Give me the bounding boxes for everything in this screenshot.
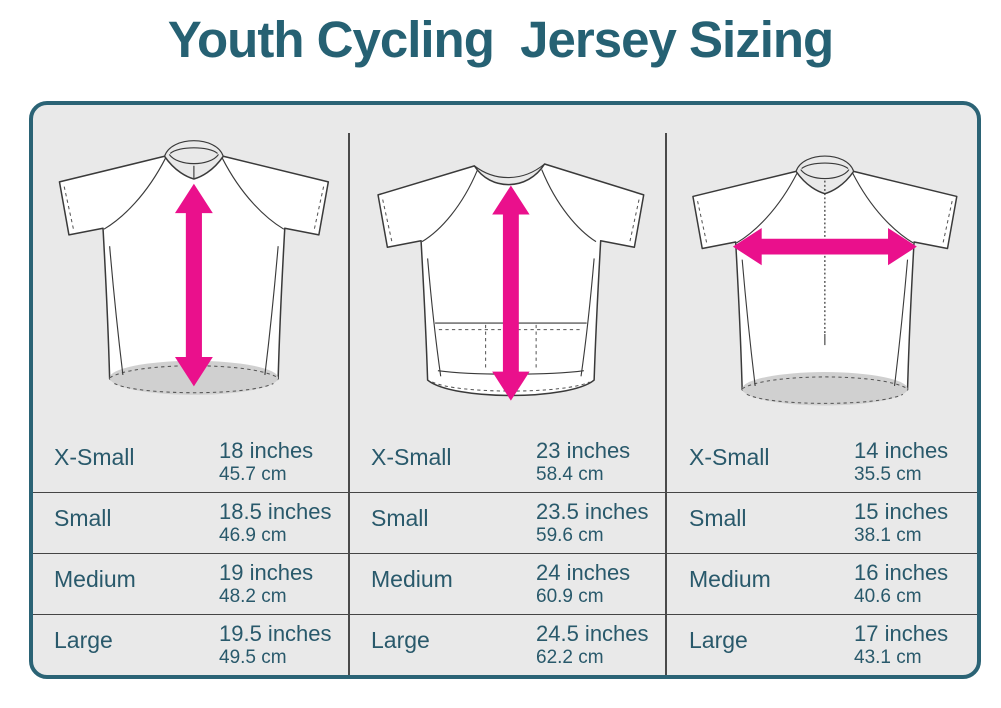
sizing-panel: X-Small 18 inches 45.7 cm Small 18.5 inc… xyxy=(29,101,981,679)
inches-value: 14 inches xyxy=(854,438,949,463)
jersey-front-zipper-illustration xyxy=(691,155,958,406)
table-row: Medium 19 inches 48.2 cm xyxy=(33,553,350,614)
inches-value: 23 inches xyxy=(536,438,631,463)
cm-value: 40.6 cm xyxy=(854,585,922,607)
cm-value: 35.5 cm xyxy=(854,463,922,485)
inches-value: 23.5 inches xyxy=(536,499,649,524)
chest-width-arrow-icon xyxy=(732,228,917,266)
page-title: Youth Cycling Jersey Sizing xyxy=(167,11,834,68)
cm-value: 58.4 cm xyxy=(536,463,604,485)
table-row: X-Small 23 inches 58.4 cm xyxy=(350,432,668,492)
size-label: X-Small xyxy=(371,444,452,470)
table-row: Large 17 inches 43.1 cm xyxy=(668,614,977,675)
table-row: Small 18.5 inches 46.9 cm xyxy=(33,492,350,553)
jersey-back-diagram xyxy=(350,105,668,432)
inches-value: 18.5 inches xyxy=(219,499,332,524)
table-row: Large 24.5 inches 62.2 cm xyxy=(350,614,668,675)
back-length-arrow-icon xyxy=(492,185,530,401)
size-table-back-length: X-Small 23 inches 58.4 cm Small 23.5 inc… xyxy=(350,432,668,675)
cm-value: 38.1 cm xyxy=(854,524,922,546)
jersey-back-illustration xyxy=(377,163,645,401)
size-label: Large xyxy=(371,627,430,653)
size-label: Medium xyxy=(371,566,453,592)
inches-value: 18 inches xyxy=(219,438,314,463)
jersey-inside-oval xyxy=(741,372,908,406)
jersey-front-diagram xyxy=(33,105,350,432)
cm-value: 48.2 cm xyxy=(219,585,287,607)
size-label: X-Small xyxy=(689,444,770,470)
cm-value: 46.9 cm xyxy=(219,524,287,546)
column-divider xyxy=(665,133,667,675)
size-table-front-length: X-Small 18 inches 45.7 cm Small 18.5 inc… xyxy=(33,432,350,675)
table-row: Medium 24 inches 60.9 cm xyxy=(350,553,668,614)
panel-front-length: X-Small 18 inches 45.7 cm Small 18.5 inc… xyxy=(33,105,350,675)
size-label: X-Small xyxy=(54,444,135,470)
size-label: Small xyxy=(371,505,429,531)
panel-back-length: X-Small 23 inches 58.4 cm Small 23.5 inc… xyxy=(350,105,668,675)
size-label: Large xyxy=(689,627,748,653)
inches-value: 15 inches xyxy=(854,499,949,524)
size-label: Small xyxy=(689,505,747,531)
front-length-arrow-icon xyxy=(174,183,213,387)
size-label: Medium xyxy=(689,566,771,592)
cm-value: 49.5 cm xyxy=(219,646,287,668)
cm-value: 62.2 cm xyxy=(536,646,604,668)
inches-value: 24.5 inches xyxy=(536,621,649,646)
size-label: Large xyxy=(54,627,113,653)
jersey-front-illustration xyxy=(58,140,329,395)
jersey-chest-diagram xyxy=(668,105,977,432)
cm-value: 60.9 cm xyxy=(536,585,604,607)
inches-value: 24 inches xyxy=(536,560,631,585)
cm-value: 59.6 cm xyxy=(536,524,604,546)
size-label: Medium xyxy=(54,566,136,592)
panel-chest-width: X-Small 14 inches 35.5 cm Small 15 inche… xyxy=(668,105,977,675)
inches-value: 17 inches xyxy=(854,621,949,646)
cm-value: 43.1 cm xyxy=(854,646,922,668)
size-label: Small xyxy=(54,505,112,531)
cm-value: 45.7 cm xyxy=(219,463,287,485)
inches-value: 19.5 inches xyxy=(219,621,332,646)
table-row: X-Small 18 inches 45.7 cm xyxy=(33,432,350,492)
table-row: Medium 16 inches 40.6 cm xyxy=(668,553,977,614)
size-table-chest-width: X-Small 14 inches 35.5 cm Small 15 inche… xyxy=(668,432,977,675)
inches-value: 19 inches xyxy=(219,560,314,585)
column-divider xyxy=(348,133,350,675)
inches-value: 16 inches xyxy=(854,560,949,585)
table-row: X-Small 14 inches 35.5 cm xyxy=(668,432,977,492)
table-row: Small 15 inches 38.1 cm xyxy=(668,492,977,553)
table-row: Small 23.5 inches 59.6 cm xyxy=(350,492,668,553)
table-row: Large 19.5 inches 49.5 cm xyxy=(33,614,350,675)
